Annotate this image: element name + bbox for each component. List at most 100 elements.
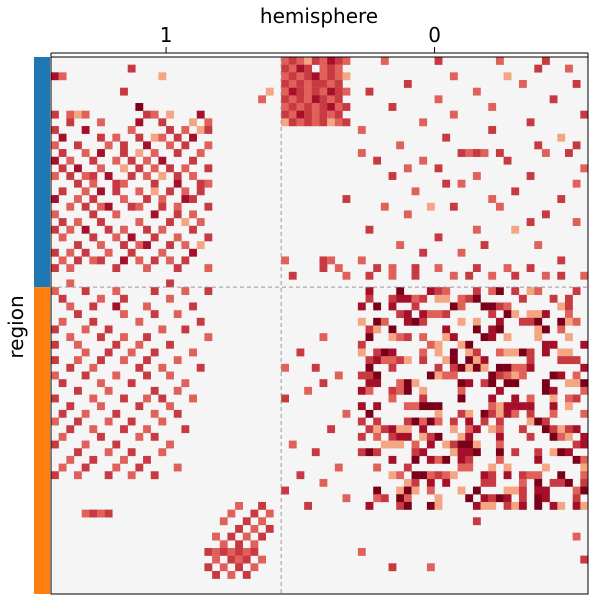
heatmap-cell xyxy=(204,333,213,342)
heatmap-cell xyxy=(51,394,59,403)
heatmap-cell xyxy=(511,287,520,296)
heatmap-cell xyxy=(150,233,159,242)
heatmap-cell xyxy=(81,149,90,157)
heatmap-cell xyxy=(449,202,458,211)
top-tick-label: 0 xyxy=(428,23,441,47)
heatmap-cell xyxy=(66,402,75,411)
heatmap-cell xyxy=(189,348,197,357)
heatmap-cell xyxy=(311,110,320,119)
heatmap-cell xyxy=(457,448,466,457)
heatmap-cell xyxy=(104,172,113,180)
heatmap-cell xyxy=(411,187,420,196)
heatmap-cell xyxy=(511,371,520,380)
heatmap-cell xyxy=(426,455,435,464)
heatmap-cell xyxy=(143,356,151,365)
heatmap-cell xyxy=(449,417,458,426)
heatmap-cell xyxy=(518,501,527,510)
heatmap-cell xyxy=(488,501,497,510)
heatmap-cell xyxy=(526,363,535,372)
heatmap-cell xyxy=(189,394,197,403)
heatmap-cell xyxy=(166,141,174,150)
heatmap-cell xyxy=(396,379,405,388)
heatmap-cell xyxy=(219,563,228,572)
heatmap-cell xyxy=(442,478,451,487)
heatmap-cell xyxy=(388,325,397,334)
heatmap-cell xyxy=(120,141,128,150)
heatmap-cell xyxy=(97,509,105,518)
heatmap-cell xyxy=(120,425,128,434)
heatmap-cell xyxy=(357,302,366,311)
heatmap-cell xyxy=(219,517,228,526)
heatmap-cell xyxy=(472,317,481,326)
heatmap-cell xyxy=(250,509,259,518)
heatmap-cell xyxy=(396,425,405,434)
heatmap-cell xyxy=(81,187,90,196)
heatmap-cell xyxy=(127,417,136,426)
heatmap-cell xyxy=(281,256,290,265)
heatmap-cell xyxy=(158,325,167,334)
heatmap-cell xyxy=(66,363,75,372)
heatmap-cell xyxy=(426,202,435,211)
heatmap-cell xyxy=(189,225,197,234)
heatmap-cell xyxy=(434,340,443,349)
heatmap-cell xyxy=(480,417,489,426)
heatmap-cell xyxy=(127,126,136,134)
heatmap-cell xyxy=(319,264,328,272)
heatmap-cell xyxy=(288,440,297,449)
heatmap-cell xyxy=(104,141,113,150)
heatmap-cell xyxy=(503,402,512,411)
heatmap-cell xyxy=(66,425,75,434)
heatmap-cell xyxy=(434,494,443,503)
heatmap-cell xyxy=(89,179,98,188)
heatmap-cell xyxy=(449,448,458,457)
heatmap-cell xyxy=(304,80,313,88)
heatmap-cell xyxy=(388,302,397,311)
heatmap-cell xyxy=(120,225,128,234)
heatmap-cell xyxy=(373,325,382,334)
heatmap-cell xyxy=(488,302,497,311)
heatmap-cell xyxy=(373,425,382,434)
heatmap-cell xyxy=(120,195,128,203)
heatmap-cell xyxy=(557,371,566,380)
heatmap-cell xyxy=(495,448,504,457)
heatmap-cell xyxy=(196,187,205,196)
heatmap-cell xyxy=(58,463,67,472)
heatmap-cell xyxy=(104,348,113,357)
heatmap-cell xyxy=(58,218,67,226)
heatmap-cell xyxy=(112,179,121,188)
heatmap-cell xyxy=(89,455,98,464)
heatmap-cell xyxy=(488,478,497,487)
heatmap-cell xyxy=(580,478,589,487)
heatmap-cell xyxy=(135,149,144,157)
heatmap-cell xyxy=(334,463,343,472)
heatmap-cell xyxy=(334,72,343,81)
heatmap-cell xyxy=(541,57,550,65)
heatmap-cell xyxy=(319,103,328,111)
heatmap-cell xyxy=(511,448,520,457)
heatmap-cell xyxy=(518,363,527,372)
heatmap-cell xyxy=(304,386,313,395)
heatmap-cell xyxy=(564,310,573,319)
heatmap-cell xyxy=(66,248,75,257)
heatmap-cell xyxy=(419,118,428,127)
heatmap-cell xyxy=(511,394,520,403)
heatmap-cell xyxy=(181,218,190,226)
heatmap-cell xyxy=(465,409,474,418)
heatmap-cell xyxy=(526,417,535,426)
heatmap-cell xyxy=(265,509,274,518)
region-bar-segment-1 xyxy=(34,287,50,594)
heatmap-cell xyxy=(480,409,489,418)
heatmap-cell xyxy=(511,409,520,418)
heatmap-cell xyxy=(357,371,366,380)
heatmap-cell xyxy=(288,95,297,104)
heatmap-cell xyxy=(580,455,589,464)
heatmap-cell xyxy=(557,325,566,334)
heatmap-cell xyxy=(373,432,382,441)
heatmap-cell xyxy=(411,302,420,311)
heatmap-cell xyxy=(51,195,59,203)
heatmap-cell xyxy=(51,356,59,365)
heatmap-cell xyxy=(534,241,543,249)
heatmap-cell xyxy=(288,103,297,111)
heatmap-cell xyxy=(380,425,389,434)
heatmap-cell xyxy=(480,333,489,342)
